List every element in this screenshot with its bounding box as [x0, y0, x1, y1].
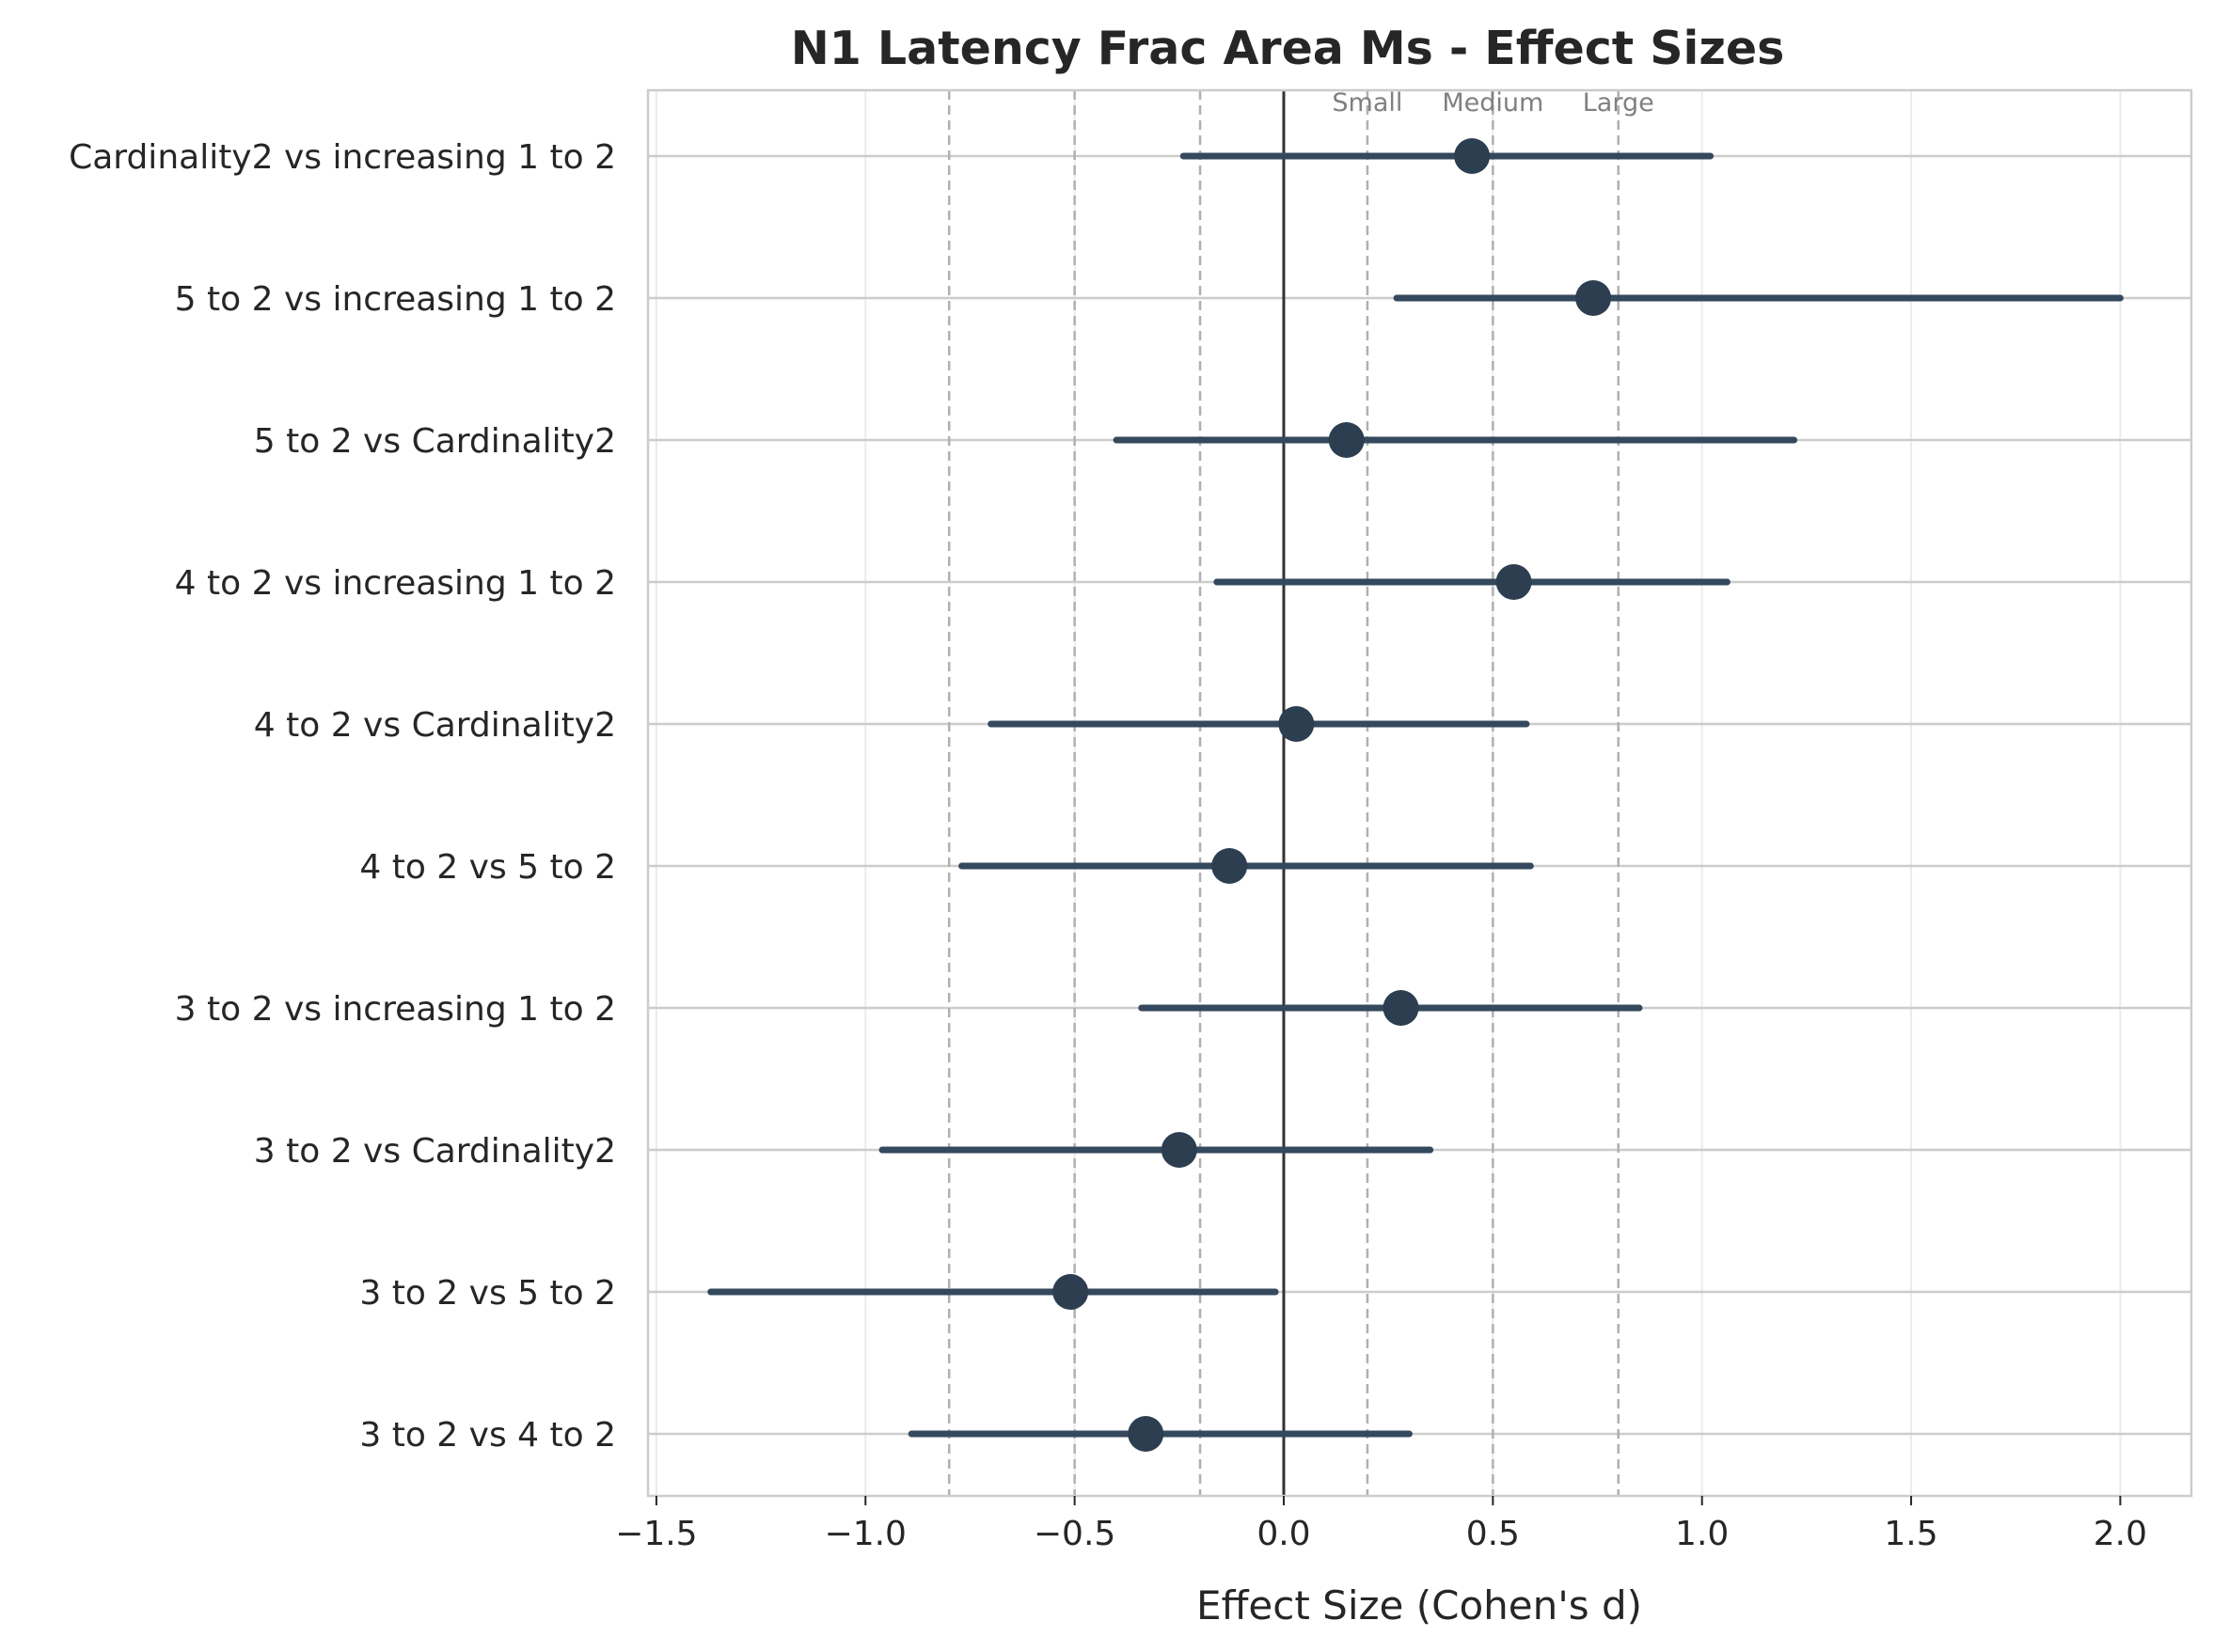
comparison-label: 3 to 2 vs 5 to 2 — [359, 1274, 616, 1313]
effect-size-point — [1454, 138, 1491, 174]
x-tick-label: 0.0 — [1257, 1515, 1310, 1553]
chart-title: N1 Latency Frac Area Ms - Effect Sizes — [791, 22, 1784, 75]
comparison-label: 5 to 2 vs increasing 1 to 2 — [175, 280, 616, 319]
effect-size-point — [1383, 990, 1419, 1026]
effect-size-point — [1495, 564, 1532, 600]
comparison-label: 4 to 2 vs increasing 1 to 2 — [175, 564, 616, 603]
comparison-label: 4 to 2 vs 5 to 2 — [359, 848, 616, 887]
x-axis-label: Effect Size (Cohen's d) — [1196, 1582, 1642, 1628]
plot-area — [646, 88, 2193, 1498]
plot-background — [648, 90, 2191, 1496]
comparison-label: 5 to 2 vs Cardinality2 — [254, 422, 616, 461]
threshold-labels: Small Medium Large — [1332, 88, 1653, 118]
effect-size-point — [1328, 422, 1365, 458]
comparison-label: 3 to 2 vs 4 to 2 — [359, 1416, 616, 1455]
threshold-lines — [947, 90, 1620, 1496]
plot-border — [646, 88, 2193, 1498]
effect-size-point — [1575, 280, 1612, 316]
effect-size-points — [1052, 138, 1612, 1452]
comparison-label: 3 to 2 vs Cardinality2 — [254, 1132, 616, 1171]
x-tick-label: 1.5 — [1884, 1515, 1937, 1553]
threshold-label-medium: Medium — [1442, 88, 1543, 118]
effect-size-point — [1052, 1274, 1089, 1310]
effect-size-point — [1161, 1132, 1197, 1168]
y-axis-labels: Cardinality2 vs increasing 1 to 2 5 to 2 … — [69, 138, 616, 1455]
effect-size-point — [1128, 1416, 1164, 1452]
x-axis-ticks: −1.5 −1.0 −0.5 0.0 0.5 1.0 1.5 2.0 — [615, 1496, 2147, 1553]
threshold-label-small: Small — [1332, 88, 1402, 118]
x-tick-label: −1.5 — [615, 1515, 697, 1553]
x-tick-label: −0.5 — [1034, 1515, 1115, 1553]
x-tick-label: 1.0 — [1675, 1515, 1729, 1553]
comparison-label: 3 to 2 vs increasing 1 to 2 — [175, 990, 616, 1029]
threshold-label-large: Large — [1583, 88, 1654, 118]
effect-size-point — [1211, 848, 1248, 884]
comparison-label: 4 to 2 vs Cardinality2 — [254, 706, 616, 745]
effect-size-point — [1278, 706, 1315, 742]
x-tick-label: 2.0 — [2094, 1515, 2147, 1553]
x-tick-label: −1.0 — [825, 1515, 907, 1553]
comparison-label: Cardinality2 vs increasing 1 to 2 — [69, 138, 616, 177]
x-tick-label: 0.5 — [1466, 1515, 1520, 1553]
